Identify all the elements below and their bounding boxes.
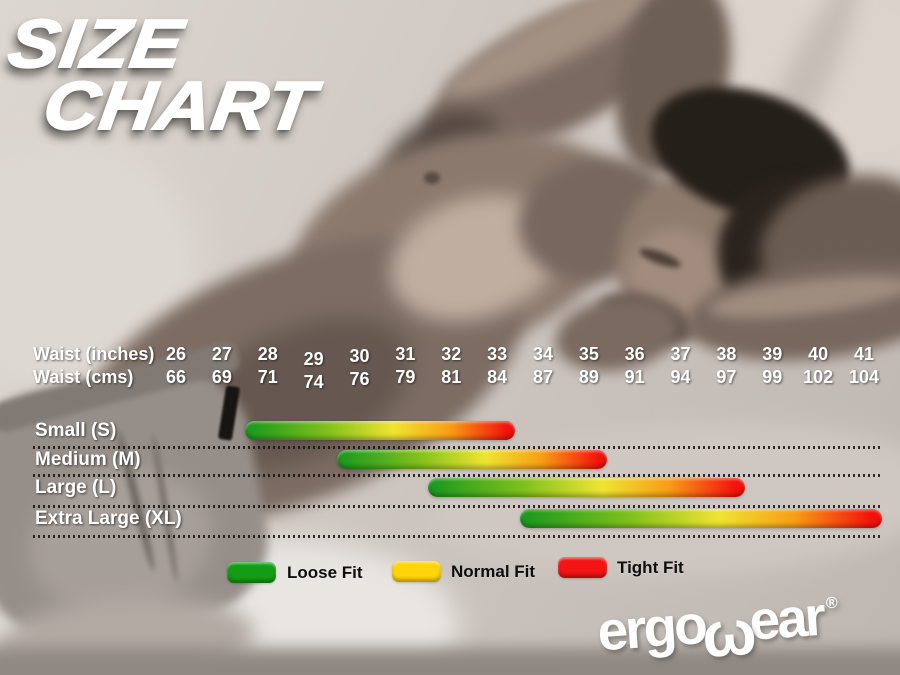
waist-inch-tick: 39	[762, 344, 783, 364]
dotted-separator	[33, 505, 881, 508]
waist-inch-tick: 27	[211, 344, 232, 364]
waist-inch-tick: 30	[349, 346, 370, 366]
waist-cms-label: Waist (cms)	[33, 367, 134, 387]
waist-inches-label: Waist (inches)	[33, 344, 155, 364]
dotted-separator	[33, 446, 881, 449]
size-range-bar	[336, 450, 608, 469]
waist-inch-tick: 29	[303, 349, 324, 369]
legend-swatch	[392, 561, 441, 582]
page-title: SIZE CHART	[0, 5, 322, 145]
waist-inch-tick: 32	[441, 344, 462, 364]
photo-bottom-sheet-shadow	[0, 648, 900, 675]
waist-cm-tick: 89	[578, 367, 599, 387]
legend-label: Normal Fit	[451, 562, 536, 581]
waist-inch-tick: 34	[532, 344, 553, 364]
size-label: Extra Large (XL)	[35, 508, 182, 529]
size-range-bar	[428, 478, 745, 497]
legend-swatch	[558, 557, 607, 578]
waist-inch-tick: 37	[670, 344, 691, 364]
waist-cm-tick: 87	[532, 367, 553, 387]
waist-inch-tick: 28	[257, 344, 278, 364]
size-range-bar	[520, 509, 883, 528]
dotted-separator	[33, 535, 881, 538]
waist-cm-tick: 94	[670, 367, 691, 387]
waist-cm-tick: 76	[349, 369, 370, 389]
waist-cm-tick: 99	[762, 367, 783, 387]
registered-trademark-icon: ®	[825, 594, 839, 613]
waist-inch-tick: 26	[165, 344, 187, 364]
waist-cm-tick: 104	[849, 367, 880, 387]
waist-cm-tick: 66	[165, 367, 187, 387]
legend-label: Tight Fit	[617, 558, 684, 577]
waist-cm-tick: 69	[211, 367, 232, 387]
waist-cm-tick: 71	[257, 367, 278, 387]
waist-cm-tick: 81	[441, 367, 462, 387]
waist-cm-tick: 79	[395, 367, 416, 387]
logo-text-ergo: ergo	[595, 593, 707, 663]
waist-cm-tick: 74	[303, 372, 324, 392]
waist-inch-tick: 41	[854, 344, 875, 364]
waist-inch-tick: 33	[487, 344, 508, 364]
dotted-separator	[33, 474, 881, 477]
waist-inch-tick: 35	[578, 344, 599, 364]
logo-text-ear: ear	[747, 584, 825, 652]
size-label: Medium (M)	[35, 449, 141, 470]
title-line-chart: CHART	[38, 67, 322, 145]
legend-label: Loose Fit	[287, 563, 363, 582]
photo-nipple	[424, 172, 440, 184]
waist-inch-tick: 38	[716, 344, 737, 364]
waist-cm-tick: 84	[487, 367, 508, 387]
waist-cm-tick: 102	[803, 367, 834, 387]
waist-inch-tick: 31	[395, 344, 416, 364]
size-range-bar	[244, 421, 516, 440]
logo-w-glyph: ω	[699, 595, 756, 672]
size-label: Small (S)	[35, 420, 117, 441]
waist-inch-tick: 40	[808, 344, 829, 364]
waist-cm-tick: 97	[716, 367, 737, 387]
size-label: Large (L)	[35, 477, 117, 498]
legend-swatch	[227, 562, 276, 583]
waist-inch-tick: 36	[624, 344, 645, 364]
waist-cm-tick: 91	[624, 367, 645, 387]
